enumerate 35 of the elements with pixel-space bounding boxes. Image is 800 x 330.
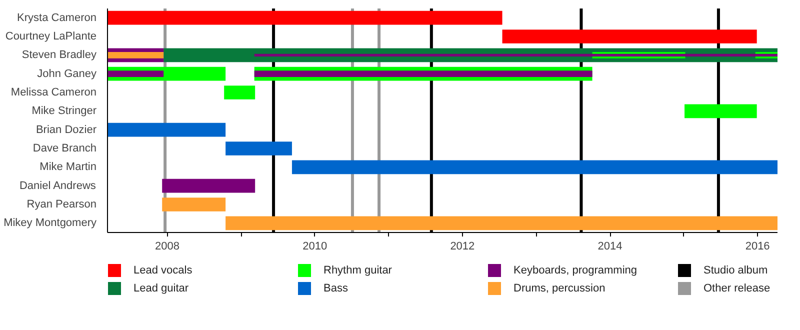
x-tick-label: 2012 <box>450 240 475 252</box>
x-tick-label: 2010 <box>302 240 328 252</box>
y-tick-label: Mike Stringer <box>32 105 97 118</box>
x-tick-label: 2016 <box>745 240 770 252</box>
y-tick-label: Melissa Cameron <box>10 86 97 98</box>
bar <box>502 30 757 44</box>
bar <box>226 142 292 156</box>
legend-label: Keyboards, programming <box>514 264 638 276</box>
y-tick-label: Courtney LaPlante <box>5 30 97 42</box>
bar <box>162 178 256 193</box>
legend-label: Bass <box>324 282 348 294</box>
y-tick-label: Daniel Andrews <box>19 180 96 192</box>
bar <box>684 104 757 118</box>
legend-label: Studio album <box>704 264 768 276</box>
legend-label: Lead guitar <box>134 282 189 294</box>
y-tick-label: Dave Branch <box>32 142 97 154</box>
y-tick-label: Steven Bradley <box>22 49 97 62</box>
bar <box>292 160 778 174</box>
y-tick-label: Brian Dozier <box>36 124 97 136</box>
legend-label: Lead vocals <box>134 264 193 276</box>
legend-label: Rhythm guitar <box>324 264 392 276</box>
y-tick-label: Ryan Pearson <box>26 198 97 210</box>
y-tick-label: Krysta Cameron <box>17 12 97 24</box>
bar <box>162 198 226 212</box>
legend-label: Drums, percussion <box>514 282 606 294</box>
x-tick-label: 2008 <box>155 240 180 252</box>
legend-label: Other release <box>704 282 770 294</box>
x-tick-label: 2014 <box>598 240 622 252</box>
bar <box>108 122 226 137</box>
y-tick-label: Mikey Montgomery <box>4 217 97 230</box>
bar <box>226 216 778 230</box>
bar <box>108 10 502 25</box>
bar <box>224 86 256 100</box>
y-tick-label: John Ganey <box>37 68 97 80</box>
y-tick-label: Mike Martin <box>40 161 96 174</box>
